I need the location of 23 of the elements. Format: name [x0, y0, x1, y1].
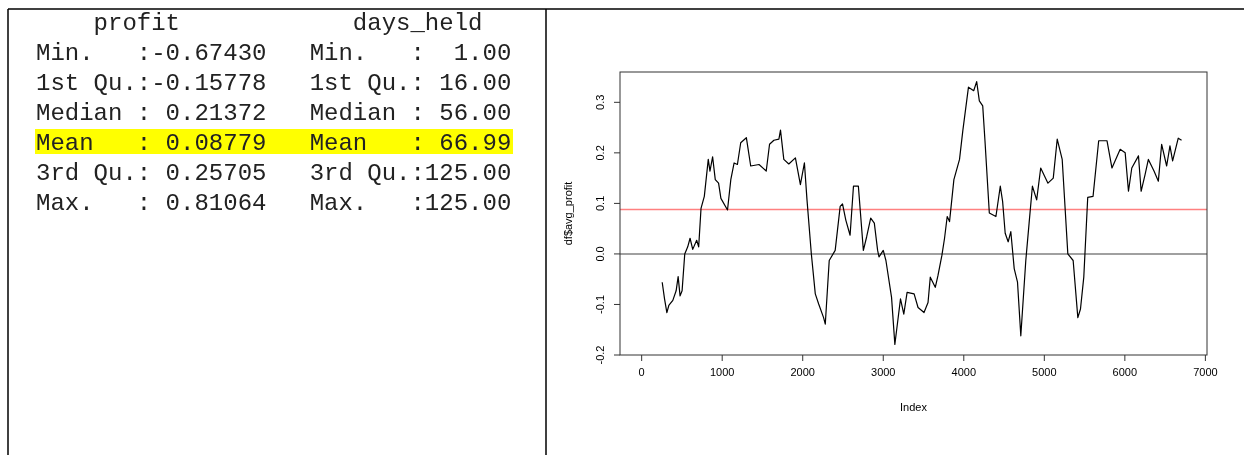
x-tick-label: 4000 — [951, 366, 977, 378]
text: Min. :-0.67430 Min. : 1.00 — [36, 40, 512, 67]
y-tick-label: 0.2 — [594, 145, 606, 161]
x-tick-label: 1000 — [709, 366, 735, 378]
x-tick-label: 5000 — [1032, 366, 1057, 378]
y-tick-label: 0.0 — [594, 246, 606, 262]
text: 3rd Qu.: 0.25705 3rd Qu.:125.00 — [36, 160, 512, 187]
x-tick-label: 3000 — [871, 366, 896, 378]
x-tick-label: 0 — [638, 366, 645, 378]
y-tick-label: 0.3 — [594, 94, 606, 110]
text: 1st Qu.:-0.15778 1st Qu.: 16.00 — [36, 70, 512, 97]
line-series — [661, 81, 1183, 345]
x-tick-label: 6000 — [1112, 366, 1138, 378]
x-tick-label: 7000 — [1193, 366, 1218, 378]
text: Median : 0.21372 Median : 56.00 — [36, 100, 512, 127]
y-axis-title: df$avg_profit — [562, 181, 574, 246]
y-tick-label: -0.1 — [594, 294, 606, 314]
x-tick-label: 2000 — [790, 366, 815, 378]
y-tick-label: 0.1 — [594, 195, 606, 212]
y-tick-label: -0.2 — [594, 345, 606, 365]
text: profit days_held — [36, 10, 483, 37]
text: Max. : 0.81064 Max. :125.00 — [36, 190, 512, 217]
x-axis-title: Index — [900, 401, 928, 413]
